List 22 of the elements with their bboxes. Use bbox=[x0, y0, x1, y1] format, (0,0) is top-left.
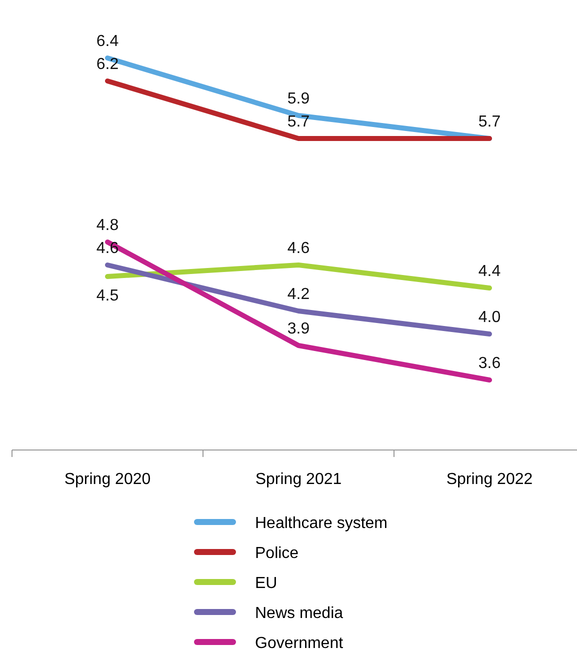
data-label: 6.2 bbox=[96, 56, 119, 73]
x-tick-label: Spring 2020 bbox=[64, 471, 151, 488]
x-tick-label: Spring 2022 bbox=[446, 471, 533, 488]
legend-label: Government bbox=[255, 635, 344, 650]
legend-label: News media bbox=[255, 605, 344, 622]
data-label: 4.6 bbox=[96, 240, 119, 257]
legend-label: Police bbox=[255, 545, 299, 562]
data-label: 5.7 bbox=[478, 114, 501, 130]
legend-label: Healthcare system bbox=[255, 515, 388, 532]
data-label: 5.7 bbox=[287, 114, 310, 130]
legend-label: EU bbox=[255, 575, 278, 592]
data-label: 3.9 bbox=[287, 320, 310, 338]
data-label: 5.9 bbox=[287, 90, 310, 108]
data-label: 4.0 bbox=[478, 309, 501, 326]
data-label: 4.6 bbox=[287, 240, 310, 257]
data-label: 4.5 bbox=[96, 288, 119, 304]
data-label: 4.4 bbox=[478, 263, 501, 280]
x-tick-label: Spring 2021 bbox=[255, 471, 342, 488]
data-label: 4.8 bbox=[96, 217, 119, 234]
data-label: 3.6 bbox=[478, 355, 501, 372]
data-label: 6.4 bbox=[96, 33, 119, 50]
data-label: 4.2 bbox=[287, 286, 310, 303]
